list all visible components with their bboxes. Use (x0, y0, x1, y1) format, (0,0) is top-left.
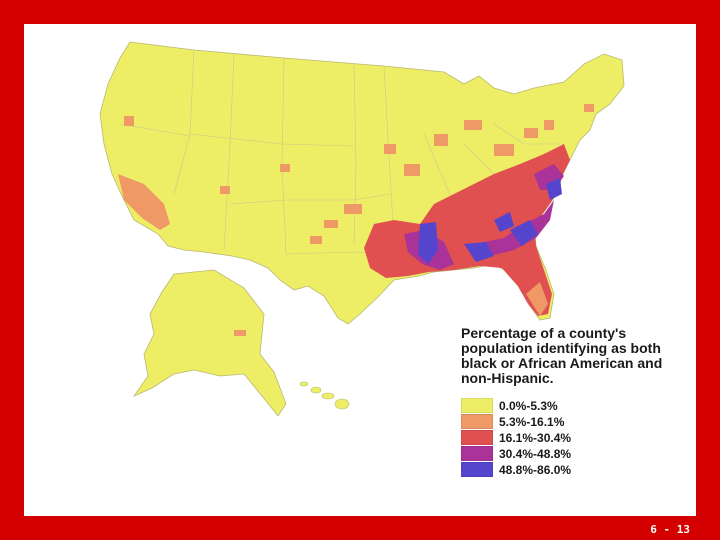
us-county-map (99, 41, 625, 417)
slide: Percentage of a county's population iden… (24, 24, 696, 516)
legend-item: 5.3%-16.1% (461, 414, 691, 429)
alaska (132, 269, 287, 417)
legend-swatch (461, 398, 493, 413)
legend-title: Percentage of a county's population iden… (461, 325, 663, 386)
alaska-orange-county (234, 330, 246, 336)
legend-label: 5.3%-16.1% (499, 414, 565, 429)
legend-item: 30.4%-48.8% (461, 446, 691, 461)
legend-item: 16.1%-30.4% (461, 430, 691, 445)
orange-counties (118, 104, 594, 316)
legend-label: 0.0%-5.3% (499, 398, 558, 413)
legend-swatch (461, 446, 493, 461)
legend-swatch (461, 430, 493, 445)
blue-counties (418, 178, 562, 264)
legend-item: 0.0%-5.3% (461, 398, 691, 413)
map-legend: Percentage of a county's population iden… (461, 326, 691, 478)
legend-item: 48.8%-86.0% (461, 462, 691, 477)
slide-number: 6 - 13 (650, 523, 690, 536)
southeast-region-mid (364, 144, 570, 316)
legend-label: 48.8%-86.0% (499, 462, 572, 477)
legend-swatch (461, 462, 493, 477)
legend-swatch (461, 414, 493, 429)
legend-label: 16.1%-30.4% (499, 430, 572, 445)
hawaii (299, 381, 350, 410)
legend-label: 30.4%-48.8% (499, 446, 572, 461)
